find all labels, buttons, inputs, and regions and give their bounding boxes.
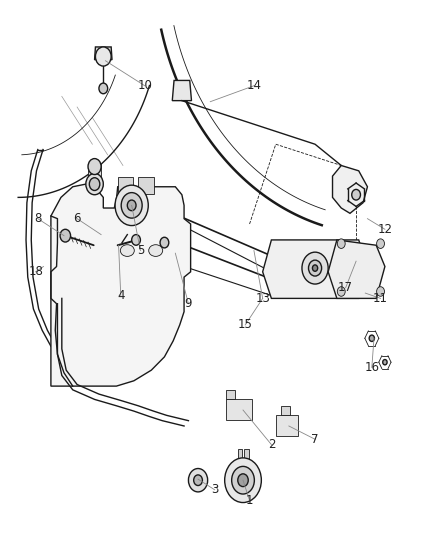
Circle shape <box>337 287 345 296</box>
Circle shape <box>312 265 318 271</box>
Text: 17: 17 <box>338 281 353 294</box>
Circle shape <box>337 239 345 248</box>
Text: 11: 11 <box>373 292 388 305</box>
Bar <box>88 163 101 184</box>
Circle shape <box>232 466 254 494</box>
Circle shape <box>188 469 208 492</box>
Text: 18: 18 <box>28 265 43 278</box>
Circle shape <box>86 173 103 195</box>
Circle shape <box>121 192 142 218</box>
Polygon shape <box>263 240 367 298</box>
Polygon shape <box>166 248 180 261</box>
Text: 14: 14 <box>247 79 261 92</box>
Bar <box>226 390 235 399</box>
Text: 3: 3 <box>211 483 218 496</box>
Circle shape <box>377 239 385 248</box>
Circle shape <box>115 185 148 225</box>
Text: 2: 2 <box>268 438 275 451</box>
Text: 5: 5 <box>137 244 144 257</box>
Bar <box>226 399 252 419</box>
Circle shape <box>60 229 71 242</box>
Text: 15: 15 <box>238 319 253 332</box>
Text: 8: 8 <box>34 212 42 225</box>
Circle shape <box>383 360 387 365</box>
Text: 10: 10 <box>138 79 152 92</box>
Bar <box>244 449 249 461</box>
Circle shape <box>88 159 101 174</box>
Bar <box>156 242 181 259</box>
Bar <box>276 415 298 435</box>
Polygon shape <box>51 184 191 386</box>
Text: 7: 7 <box>311 433 319 446</box>
Bar <box>238 449 242 461</box>
Ellipse shape <box>120 245 134 256</box>
Ellipse shape <box>149 245 162 256</box>
Circle shape <box>302 252 328 284</box>
Circle shape <box>132 235 141 245</box>
Circle shape <box>225 458 261 503</box>
Circle shape <box>99 83 108 94</box>
Bar <box>138 177 153 194</box>
Text: 13: 13 <box>255 292 270 305</box>
Polygon shape <box>172 80 191 101</box>
Polygon shape <box>332 165 367 213</box>
Circle shape <box>95 47 111 66</box>
Text: 4: 4 <box>117 289 124 302</box>
Text: 12: 12 <box>378 223 392 236</box>
Polygon shape <box>328 240 385 298</box>
Circle shape <box>89 177 100 190</box>
Text: 6: 6 <box>73 212 81 225</box>
Circle shape <box>194 475 202 486</box>
Circle shape <box>160 237 169 248</box>
Bar <box>282 406 290 415</box>
Polygon shape <box>95 47 112 60</box>
Bar <box>118 177 133 194</box>
Circle shape <box>127 200 136 211</box>
Circle shape <box>308 260 321 276</box>
Circle shape <box>377 287 385 296</box>
Circle shape <box>352 189 360 200</box>
Text: 9: 9 <box>185 297 192 310</box>
Circle shape <box>369 335 374 342</box>
Circle shape <box>238 474 248 487</box>
Text: 16: 16 <box>364 361 379 374</box>
Text: 1: 1 <box>246 494 253 507</box>
